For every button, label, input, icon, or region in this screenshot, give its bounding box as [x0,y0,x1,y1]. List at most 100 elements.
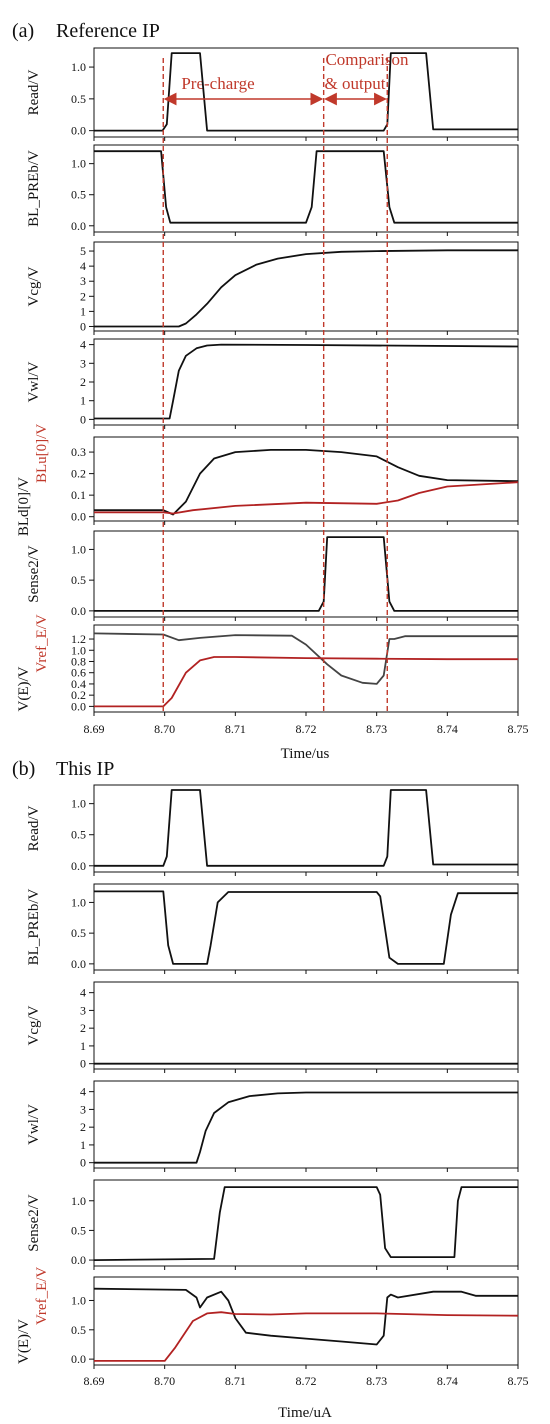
y-tick-label: 1.0 [71,60,86,74]
y-tick-label: 2 [80,1021,86,1035]
y-tick-label: 0.0 [71,219,86,233]
x-tick-label: 8.72 [296,1374,317,1388]
y-axis-label-secondary: Vref_E/V [34,1267,50,1325]
x-tick-label: 8.75 [508,722,529,736]
comparison-label-line2: & output [325,74,386,93]
y-tick-label: 0 [80,1156,86,1170]
x-tick-label: 8.70 [154,722,175,736]
panel-b-title: This IP [56,758,114,780]
x-tick-label: 8.72 [296,722,317,736]
y-tick-label: 1 [80,1039,86,1053]
y-tick-label: 0.0 [71,859,86,873]
y-axis-label: Sense2/V [26,1194,42,1252]
series-line-0 [94,150,518,224]
series-line-0 [94,1091,518,1164]
y-axis-label: V(E)/V [16,666,32,711]
y-tick-label: 0 [80,319,86,333]
y-tick-label: 5 [80,244,86,258]
y-tick-label: 0 [80,412,86,426]
series-line-0 [94,343,519,420]
y-axis-label-secondary: BLu[0]/V [34,424,50,483]
y-tick-label: 0.0 [71,957,86,971]
y-tick-label: 0.5 [71,1223,86,1237]
y-tick-label: 0 [80,1057,86,1071]
x-tick-label: 8.70 [154,1374,175,1388]
subplot-0-0: 0.0 0.5 1.0 Read/V [26,47,519,141]
panel-a-title: Reference IP [56,20,160,42]
y-tick-label: 1.0 [71,643,86,657]
axes-frame [93,530,519,618]
y-tick-label: 0.4 [71,677,86,691]
series-line-0 [94,536,518,612]
subplot-0-1: 0.0 0.5 1.0 BL_PREb/V [26,144,519,236]
y-axis-label: V(E)/V [16,1319,32,1364]
y-tick-label: 0.5 [71,188,86,202]
y-tick-label: 4 [80,986,86,1000]
y-tick-label: 2 [80,375,86,389]
series-line-1 [94,656,518,708]
x-tick-label: 8.74 [437,1374,458,1388]
x-tick-label: 8.74 [437,722,458,736]
y-axis-label: BL_PREb/V [26,150,42,227]
y-tick-label: 0.0 [71,124,86,138]
y-axis-label: BLd[0]/V [16,477,32,536]
y-tick-label: 1.0 [71,1194,86,1208]
y-tick-label: 2 [80,289,86,303]
y-tick-label: 0.0 [71,1253,86,1267]
comparison-label-line1: Comparison [325,50,409,69]
axes-frame [93,883,519,971]
x-tick-label: 8.69 [84,722,105,736]
y-tick-label: 3 [80,356,86,370]
series-line-1 [94,481,519,515]
x-tick-label: 8.71 [225,1374,246,1388]
series-line-0 [93,632,518,685]
axes-frame [93,338,519,426]
y-tick-label: 0.0 [71,604,86,618]
subplot-1-3: 0 1 2 3 4 Vwl/V [26,1080,519,1172]
panel-b-xlabel: Time/uA [278,1405,332,1421]
y-axis-label: Vcg/V [26,1005,42,1045]
subplot-0-3: 0 1 2 3 4 Vwl/V [26,338,519,429]
y-tick-label: 0.5 [71,828,86,842]
series-line-0 [94,890,518,965]
x-tick-label: 8.69 [84,1374,105,1388]
y-axis-label: Vcg/V [26,266,42,306]
y-tick-label: 3 [80,1102,86,1116]
panel-a-label: (a) [12,20,34,42]
series-line-0 [94,52,518,132]
y-tick-label: 1.0 [71,797,86,811]
axes-frame [93,144,519,233]
series-line-0 [93,1186,518,1261]
x-tick-label: 8.73 [366,1374,387,1388]
y-tick-label: 0.2 [71,467,86,481]
axes-frame [93,784,519,873]
y-tick-label: 4 [80,338,86,352]
y-tick-label: 1 [80,1138,86,1152]
series-line-0 [93,1287,518,1346]
axes-frame [93,47,519,138]
y-tick-label: 0.5 [71,92,86,106]
subplot-1-4: 0.0 0.5 1.0 Sense2/V [26,1179,519,1270]
y-tick-label: 2 [80,1120,86,1134]
y-tick-label: 3 [80,1003,86,1017]
y-tick-label: 0.3 [71,445,86,459]
axes-frame [93,1080,519,1169]
x-tick-label: 8.75 [508,1374,529,1388]
subplot-1-2: 0 1 2 3 4 Vcg/V [26,981,519,1073]
y-tick-label: 1 [80,304,86,318]
y-tick-label: 1.0 [71,157,86,171]
y-axis-label: Read/V [26,805,42,851]
y-tick-label: 4 [80,259,86,273]
subplot-1-0: 0.0 0.5 1.0 Read/V [26,784,519,876]
y-tick-label: 1.0 [71,895,86,909]
axes-frame [93,624,519,713]
y-tick-label: 0.5 [71,926,86,940]
y-tick-label: 0.0 [71,1352,86,1366]
y-tick-label: 1.0 [71,1293,86,1307]
precharge-label: Pre-charge [181,74,254,93]
series-line-0 [94,249,518,328]
series-line-0 [94,789,518,867]
